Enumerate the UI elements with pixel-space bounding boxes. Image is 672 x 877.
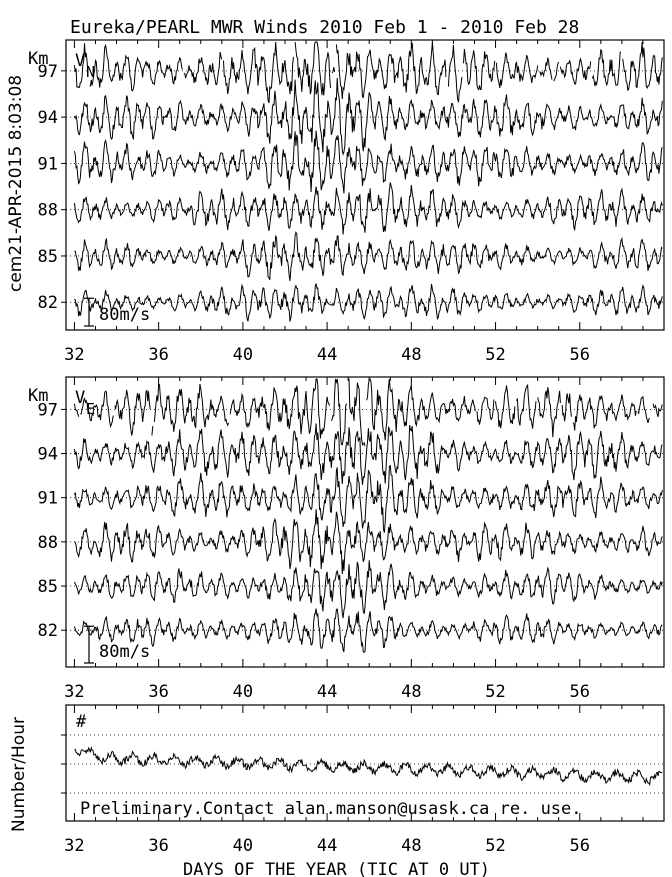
plot-frame: [65, 376, 665, 668]
count-trace: [74, 745, 663, 787]
panel-label-subscript: N: [86, 63, 95, 81]
x-tick-label: 40: [233, 345, 253, 365]
x-tick-label: 32: [64, 836, 84, 856]
y-tick-label: 94: [38, 445, 58, 465]
x-tick-label: 56: [570, 345, 590, 365]
x-tick-label: 48: [401, 682, 421, 702]
x-tick-label: 32: [64, 345, 84, 365]
y-tick-label: 88: [38, 201, 58, 221]
wind-trace-91km: [73, 464, 663, 533]
y-tick-label: 97: [38, 62, 58, 82]
timestamp-label: cem21-APR-2015 8:03:08: [6, 75, 26, 292]
count-panel: 32 36 40 44 48 52 56 #: [61, 704, 665, 856]
x-tick-label: 44: [317, 836, 337, 856]
wind-trace-82km: [74, 282, 663, 322]
x-tick-label: 40: [233, 682, 253, 702]
panel-label: V: [75, 51, 85, 71]
footer-note: Preliminary.Contact alan.manson@usask.ca…: [80, 799, 582, 819]
count-y-axis-label: Number/Hour: [9, 717, 29, 832]
wind-trace-97km: [73, 378, 663, 447]
scale-bar-label: 80m/s: [99, 305, 150, 325]
y-tick-label: 88: [38, 533, 58, 553]
y-tick-label: 97: [38, 400, 58, 420]
x-tick-label: 52: [485, 345, 505, 365]
wind-trace-82km: [73, 608, 663, 653]
wind-trace-91km: [73, 130, 663, 194]
y-tick-label: 91: [38, 154, 58, 174]
y-axis-label: Km: [28, 386, 48, 406]
wind-trace-94km: [73, 423, 663, 485]
x-tick-label: 56: [570, 836, 590, 856]
y-tick-label: 82: [38, 293, 58, 313]
y-tick-label: 94: [38, 108, 58, 128]
wind-trace-88km: [73, 182, 663, 235]
x-tick-label: 44: [317, 345, 337, 365]
wind-trace-94km: [73, 77, 663, 156]
x-tick-label: 36: [148, 345, 168, 365]
x-tick-label: 36: [148, 836, 168, 856]
y-tick-label: 85: [38, 577, 58, 597]
panel-label: V: [75, 388, 85, 408]
count-panel-label: #: [76, 712, 87, 732]
chart-title: Eureka/PEARL MWR Winds 2010 Feb 1 - 2010…: [70, 17, 579, 38]
x-tick-label: 48: [401, 836, 421, 856]
y-axis-label: Km: [28, 49, 48, 69]
plot-frame: [65, 39, 665, 331]
x-axis-label: DAYS OF THE YEAR (TIC AT 0 UT): [183, 860, 490, 877]
wind-trace-88km: [74, 509, 663, 575]
x-tick-label: 56: [570, 682, 590, 702]
x-tick-label: 52: [485, 836, 505, 856]
x-tick-label: 36: [148, 682, 168, 702]
y-tick-label: 91: [38, 489, 58, 509]
x-tick-label: 32: [64, 682, 84, 702]
panel-label-subscript: E: [86, 400, 95, 418]
x-tick-label: 52: [485, 682, 505, 702]
wind-trace-97km: [73, 41, 663, 104]
vn-panel: 32 36 40 44 48 52 56 97 94 91 88 85 82 Km VN 80m/s: [28, 39, 665, 365]
y-tick-label: 82: [38, 621, 58, 641]
plot-frame: [65, 704, 665, 822]
ve-panel: 32 36 40 44 48 52 56 97 94 91 88 85 82 Km VE 80m/s: [28, 376, 665, 702]
y-tick-label: 85: [38, 247, 58, 267]
scale-bar-label: 80m/s: [99, 642, 150, 662]
x-tick-label: 40: [233, 836, 253, 856]
x-tick-label: 48: [401, 345, 421, 365]
wind-trace-85km: [73, 560, 663, 619]
x-tick-label: 44: [317, 682, 337, 702]
wind-trace-85km: [74, 230, 663, 281]
